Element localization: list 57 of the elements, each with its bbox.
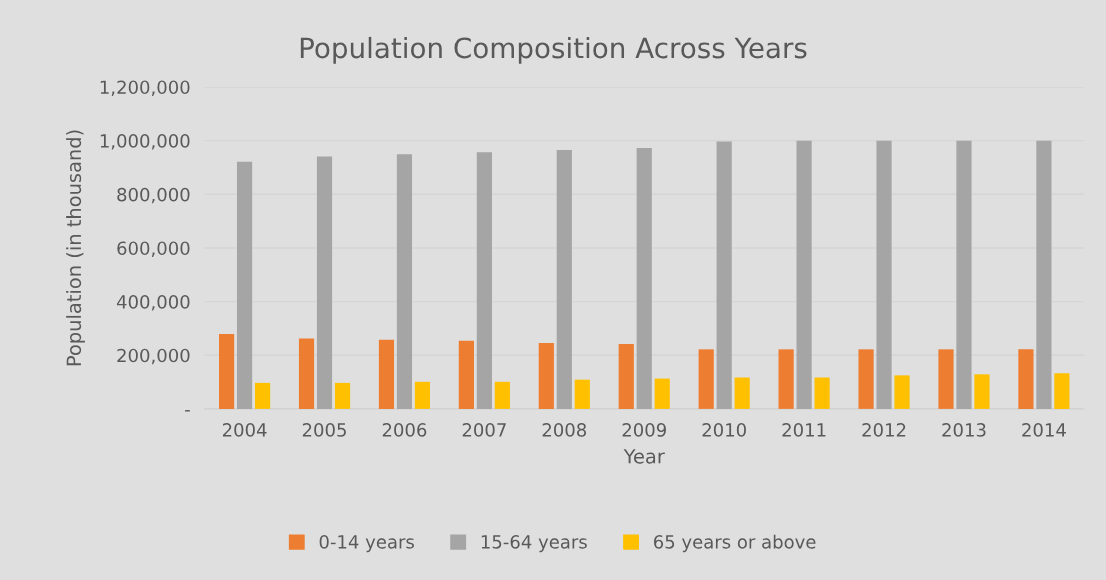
bar [556, 150, 572, 409]
bar [1018, 349, 1034, 409]
legend-label: 65 years or above [653, 534, 816, 553]
bar [458, 340, 474, 409]
bar [894, 375, 910, 409]
y-tick-label: 1,200,000 [100, 80, 190, 96]
bar [698, 349, 714, 409]
bar [716, 141, 732, 409]
x-tick-label: 2009 [622, 423, 666, 437]
bar [778, 349, 794, 409]
chart-title: Population Composition Across Years [300, 36, 807, 64]
bar [378, 339, 395, 409]
bar [219, 334, 235, 409]
x-tick-label: 2011 [782, 423, 826, 437]
bar [538, 342, 554, 409]
bar [1054, 373, 1070, 409]
bar [734, 377, 750, 409]
legend-label: 15-64 years [481, 534, 587, 553]
bar [316, 156, 333, 409]
bar [876, 140, 892, 409]
bar [618, 343, 634, 409]
bar [858, 349, 874, 409]
x-tick-label: 2013 [942, 423, 986, 437]
bar [396, 154, 413, 409]
legend-label: 0-14 years [319, 534, 414, 553]
x-axis-title: Year [623, 449, 665, 464]
bar [494, 381, 510, 409]
y-tick-label: 800,000 [117, 187, 190, 204]
y-tick-label: 400,000 [116, 295, 190, 311]
bar [956, 140, 972, 409]
y-tick-label: - [185, 410, 190, 412]
bar [974, 374, 990, 409]
y-tick-label: 1,000,000 [100, 134, 190, 150]
bar [476, 152, 492, 409]
bar [1036, 140, 1052, 409]
y-tick-label: 600,000 [117, 241, 190, 257]
bar [796, 140, 812, 409]
x-tick-label: 2014 [1022, 423, 1066, 437]
bar [236, 161, 253, 409]
bar [414, 381, 431, 409]
x-tick-label: 2004 [222, 423, 267, 437]
bar [636, 147, 652, 409]
x-tick-label: 2007 [462, 423, 506, 437]
bar [574, 379, 590, 409]
bar [654, 378, 670, 409]
bar [254, 382, 271, 409]
bar [938, 349, 954, 409]
y-tick-label: 200,000 [117, 348, 190, 365]
x-tick-label: 2008 [542, 423, 587, 437]
bar [298, 338, 315, 409]
y-axis-title: Population (in thousand) [66, 130, 85, 366]
bar [814, 377, 830, 409]
x-tick-label: 2005 [302, 423, 346, 437]
x-tick-label: 2006 [382, 423, 427, 437]
bar [334, 382, 351, 409]
x-tick-label: 2010 [702, 423, 746, 437]
x-tick-label: 2012 [862, 423, 906, 437]
